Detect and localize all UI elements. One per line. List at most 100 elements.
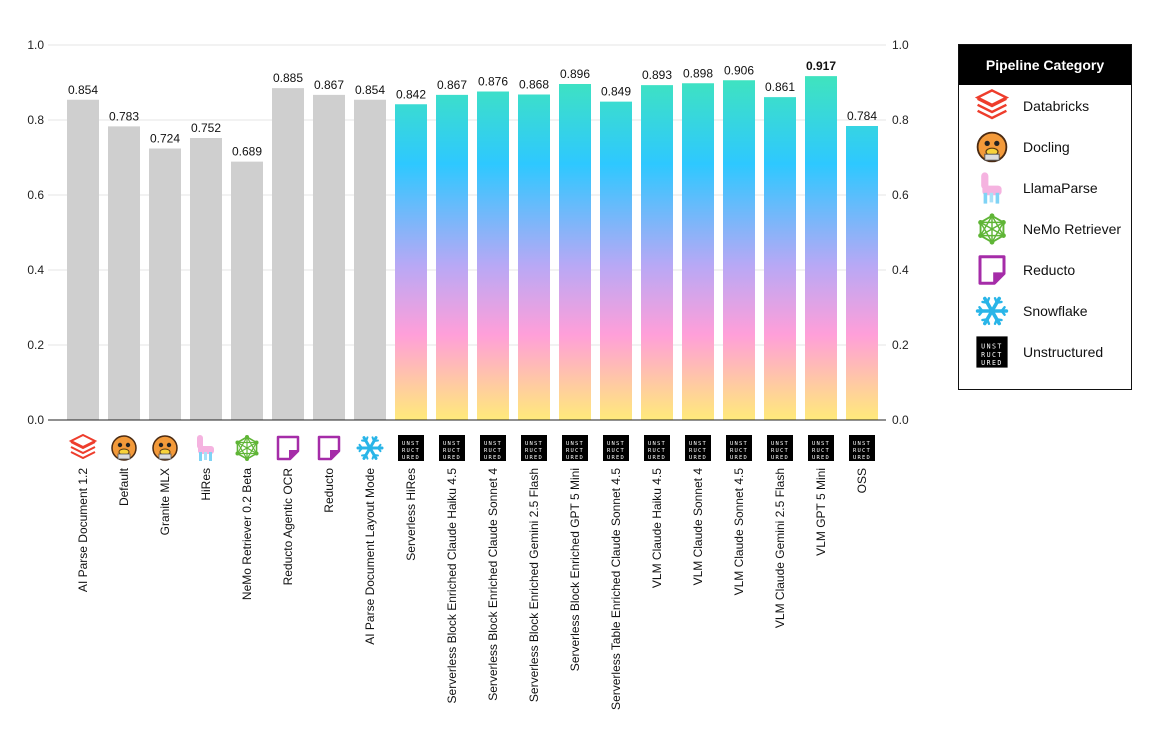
svg-text:RUCT: RUCT [402,448,420,454]
x-tick-label: AI Parse Document 1.2 [76,468,90,592]
value-label: 0.854 [68,83,98,97]
docling-icon [152,435,178,461]
x-tick-label: Serverless Block Enriched GPT 5 Mini [568,468,582,671]
y-tick-left: 0.8 [27,113,44,127]
y-tick-left: 0.6 [27,188,44,202]
svg-text:UNST: UNST [525,441,543,447]
bar [67,99,99,420]
svg-text:RUCT: RUCT [981,350,1003,358]
bar [559,84,591,420]
value-label: 0.898 [683,66,713,80]
svg-text:RUCT: RUCT [771,448,789,454]
value-label: 0.854 [355,83,385,97]
category-icons: UNSTRUCTUREDUNSTRUCTUREDUNSTRUCTUREDUNST… [68,433,875,461]
value-label: 0.784 [847,109,877,123]
value-label: 0.689 [232,145,262,159]
x-tick-label: AI Parse Document Layout Mode [363,468,377,645]
svg-text:URED: URED [566,455,584,461]
y-tick-right: 0.2 [892,338,909,352]
bar [436,94,468,420]
svg-text:RUCT: RUCT [648,448,666,454]
legend-label: Snowflake [1023,302,1088,319]
x-tick-label: HiRes [199,468,213,501]
bar [149,148,181,420]
bar-chart: 0.0 0.2 0.4 0.6 0.8 1.0 0.0 0.2 0.4 0.6 0.8 1.0 0.… [27,38,909,710]
bar [723,80,755,420]
bar [313,94,345,420]
bar [477,91,509,420]
svg-text:RUCT: RUCT [484,448,502,454]
snowflake-icon [975,294,1009,328]
y-tick-left: 0.4 [27,263,44,277]
svg-text:RUCT: RUCT [853,448,871,454]
svg-text:UNST: UNST [853,441,871,447]
databricks-icon [68,433,98,460]
legend-label: Reducto [1023,261,1076,278]
x-tick-label: Serverless Block Enriched Gemini 2.5 Fla… [527,468,541,702]
docling-icon [975,130,1009,164]
svg-text:URED: URED [484,455,502,461]
y-tick-left: 1.0 [27,38,44,52]
value-label: 0.752 [191,121,221,135]
snowflake-icon [356,436,384,460]
x-tick-label: VLM Claude Sonnet 4.5 [732,468,746,596]
x-tick-label: Serverless HiRes [404,468,418,561]
svg-text:RUCT: RUCT [443,448,461,454]
x-tick-label: NeMo Retriever 0.2 Beta [240,468,254,600]
bar [764,97,796,420]
x-tick-label: Granite MLX [158,468,172,535]
svg-text:UNST: UNST [981,342,1003,350]
legend-label: NeMo Retriever [1023,220,1122,237]
svg-text:UNST: UNST [648,441,666,447]
legend-item: Reducto [959,249,1131,290]
legend-label: LlamaParse [1023,179,1098,196]
bar [354,99,386,420]
svg-text:URED: URED [689,455,707,461]
databricks-icon [975,88,1009,123]
nemo-retriever-icon [235,435,259,461]
legend-label: Unstructured [1023,343,1104,360]
bar [231,161,263,420]
svg-text:UNST: UNST [771,441,789,447]
legend-label: Docling [1023,138,1070,155]
docling-icon [111,435,137,461]
llamaparse-icon [197,435,214,461]
svg-text:URED: URED [525,455,543,461]
legend-item: UNST RUCT URED Unstructured [959,331,1131,372]
nemo-retriever-icon [975,212,1009,246]
x-axis-labels: AI Parse Document 1.2 Default Granite MLX H… [76,467,869,710]
x-tick-label: VLM GPT 5 Mini [814,468,828,556]
x-tick-label: Reducto Agentic OCR [281,468,295,586]
svg-text:RUCT: RUCT [730,448,748,454]
svg-text:URED: URED [812,455,830,461]
value-label: 0.861 [765,80,795,94]
legend-item: LlamaParse [959,167,1131,208]
svg-text:URED: URED [730,455,748,461]
svg-text:UNST: UNST [402,441,420,447]
value-label: 0.896 [560,67,590,81]
svg-text:UNST: UNST [443,441,461,447]
bar [395,104,427,420]
svg-text:RUCT: RUCT [525,448,543,454]
reducto-icon [975,253,1009,287]
svg-text:RUCT: RUCT [812,448,830,454]
reducto-icon [276,435,300,461]
svg-text:UNST: UNST [607,441,625,447]
x-tick-label: VLM Claude Sonnet 4 [691,468,705,586]
svg-text:URED: URED [771,455,789,461]
value-label: 0.867 [437,78,467,92]
legend-item: NeMo Retriever [959,208,1131,249]
y-tick-right: 0.8 [892,113,909,127]
legend-items: Databricks Docling LlamaParse NeMo Retrieve… [959,85,1131,372]
